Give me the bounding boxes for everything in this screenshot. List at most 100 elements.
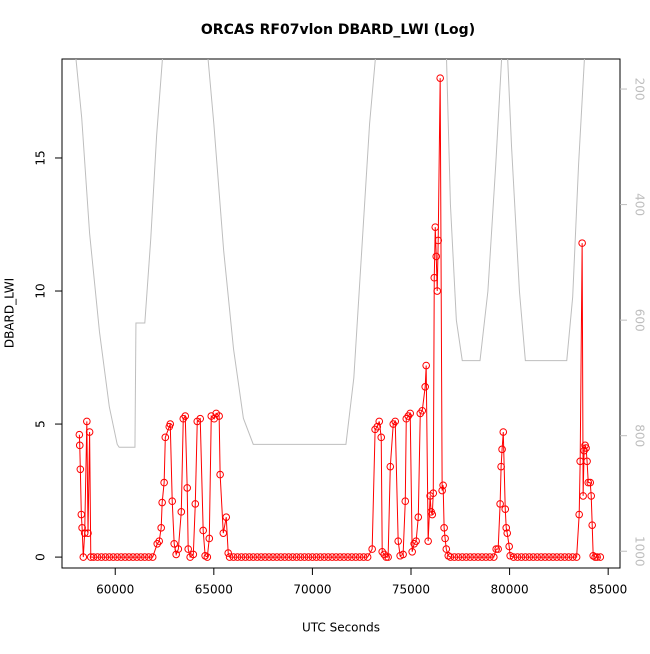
data-point: [509, 553, 518, 561]
y-tick-label: 10: [34, 283, 48, 298]
data-point: [304, 553, 313, 561]
data-point: [144, 553, 153, 561]
data-point: [441, 534, 449, 543]
data-point: [332, 553, 340, 561]
data-point: [79, 553, 88, 561]
data-point: [498, 445, 506, 454]
data-point: [161, 433, 170, 442]
data-point: [141, 553, 149, 561]
data-point: [502, 524, 511, 532]
data-point: [155, 537, 164, 545]
data-point: [440, 524, 448, 532]
data-point: [261, 553, 269, 561]
data-point: [384, 553, 392, 561]
data-point: [533, 553, 541, 561]
data-point: [97, 553, 106, 561]
data-point: [575, 510, 583, 519]
data-point: [359, 553, 368, 561]
data-point: [482, 553, 490, 561]
x-axis-label: UTC Seconds: [302, 621, 380, 635]
data-point: [160, 478, 168, 487]
data-point: [105, 553, 114, 561]
data-point: [340, 553, 348, 561]
data-point: [292, 553, 301, 561]
data-point: [328, 553, 336, 561]
data-point: [363, 553, 372, 561]
data-point: [564, 553, 573, 561]
data-point: [525, 553, 534, 561]
data-point: [503, 529, 512, 537]
data-point: [177, 508, 186, 516]
data-point: [450, 553, 459, 561]
data-point: [170, 539, 178, 548]
data-point: [75, 441, 84, 450]
data-point: [434, 236, 443, 245]
data-point: [589, 551, 597, 560]
data-point: [281, 553, 289, 561]
data-point: [203, 553, 212, 561]
data-point: [529, 553, 538, 561]
data-point: [172, 550, 180, 559]
data-point: [408, 547, 416, 556]
data-point: [545, 553, 553, 561]
data-point: [85, 428, 94, 436]
x-tick-label: 70000: [293, 583, 331, 597]
data-point: [586, 478, 595, 487]
data-point: [133, 553, 141, 561]
data-point: [549, 553, 557, 561]
x-tick-label: 75000: [392, 583, 430, 597]
data-point: [158, 498, 166, 507]
data-point: [424, 537, 432, 545]
y2-tick-label: 200: [633, 78, 647, 101]
data-point: [351, 553, 360, 561]
data-point: [312, 553, 321, 561]
data-point: [273, 553, 281, 561]
data-point: [499, 428, 508, 436]
data-point: [229, 553, 238, 561]
data-point: [521, 553, 530, 561]
data-point: [401, 497, 410, 506]
data-point: [593, 553, 601, 561]
data-point: [438, 486, 446, 495]
data-point: [439, 481, 447, 490]
data-point: [355, 553, 364, 561]
data-point: [486, 553, 494, 561]
data-point: [191, 500, 200, 508]
data-point: [454, 553, 463, 561]
data-point: [572, 553, 581, 561]
data-point: [316, 553, 325, 561]
data-point: [181, 412, 190, 420]
data-point: [257, 553, 265, 561]
data-point: [421, 383, 429, 391]
data-point: [80, 529, 89, 537]
y2-tick-label: 400: [633, 193, 647, 216]
data-point: [377, 433, 386, 442]
y2-tick-label: 800: [633, 424, 647, 447]
data-point: [89, 553, 98, 561]
data-point: [201, 551, 209, 560]
data-point: [189, 550, 198, 559]
data-point: [296, 553, 305, 561]
data-point: [537, 553, 545, 561]
data-point: [205, 534, 214, 543]
data-point: [83, 417, 91, 426]
data-point: [474, 553, 482, 561]
data-point: [284, 553, 293, 561]
data-point: [430, 273, 439, 282]
data-point: [245, 553, 254, 561]
data-point: [458, 553, 467, 561]
plot-area: [75, 59, 605, 561]
data-point: [470, 553, 478, 561]
data-point: [412, 537, 420, 545]
data-point: [184, 545, 192, 553]
data-point: [428, 510, 437, 519]
data-point: [219, 529, 228, 537]
data-point: [382, 553, 390, 561]
data-point: [76, 465, 85, 474]
y-tick-label: 0: [34, 553, 48, 561]
data-point: [224, 549, 233, 557]
y2-tick-label: 600: [633, 309, 647, 332]
data-point: [584, 478, 593, 487]
data-point: [557, 553, 565, 561]
